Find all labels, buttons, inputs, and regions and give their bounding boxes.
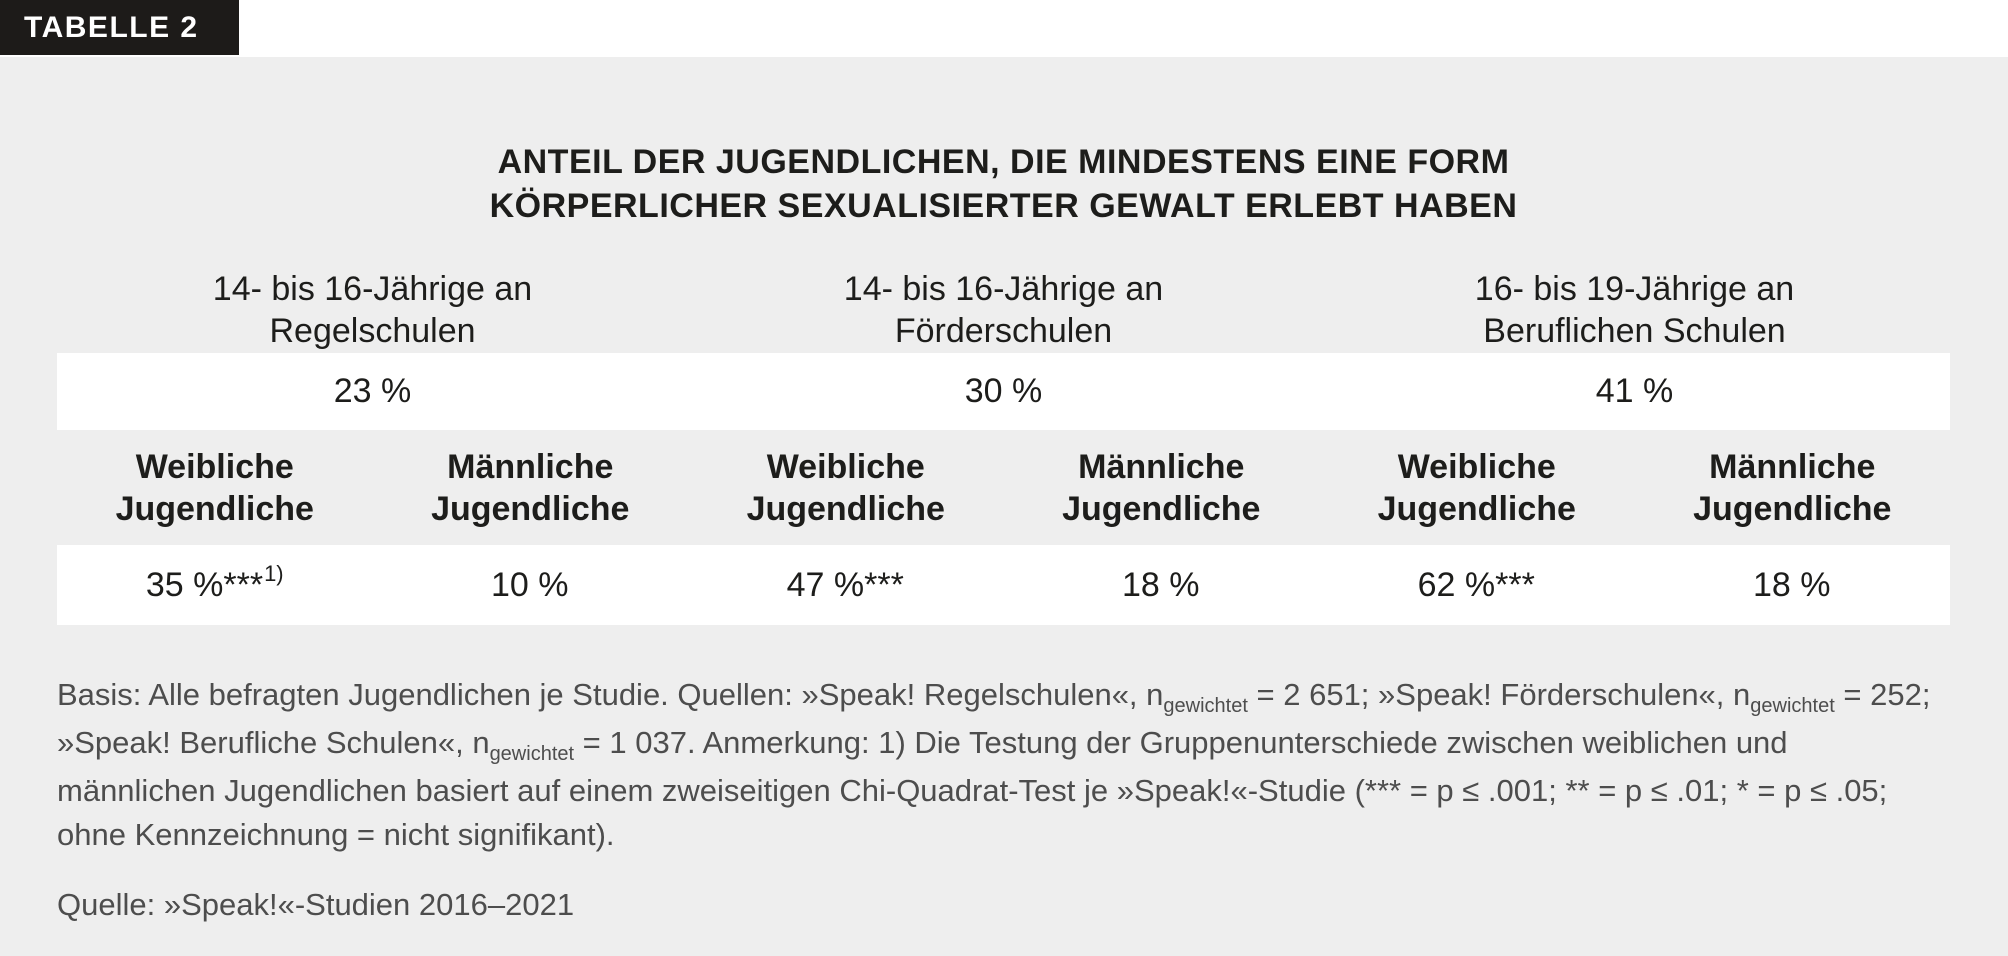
gender-header-line1: Weibliche [135, 447, 294, 486]
top-bar: TABELLE 2 [0, 0, 2008, 57]
gender-header-cell: Weibliche Jugendliche [57, 430, 373, 545]
gender-header-cell: Männliche Jugendliche [1004, 430, 1320, 545]
group-header-foerderschulen: 14- bis 16-Jährige an Förderschulen [688, 266, 1319, 353]
footnote-subscript: gewichtet [1163, 695, 1248, 717]
source-line: Quelle: »Speak!«-Studien 2016–2021 [57, 887, 575, 922]
group-header-line2: Förderschulen [894, 311, 1113, 350]
value-text: 18 % [1753, 565, 1831, 604]
value-footnote-marker: 1) [264, 561, 284, 586]
group-header-line2: Regelschulen [269, 311, 476, 350]
gender-header-line1: Männliche [1709, 447, 1876, 486]
gender-header-line1: Weibliche [766, 447, 925, 486]
footnote-subscript: gewichtet [1750, 695, 1835, 717]
footnote-text: Basis: Alle befragten Jugendlichen je St… [57, 677, 1164, 712]
value-text: 47 %*** [786, 565, 904, 604]
gender-header-line2: Jugendliche [115, 489, 314, 528]
gender-header-cell: Weibliche Jugendliche [1319, 430, 1635, 545]
group-header-line1: 16- bis 19-Jährige an [1474, 269, 1795, 308]
gender-header-line2: Jugendliche [1377, 489, 1576, 528]
data-table: 14- bis 16-Jährige an Regelschulen 14- b… [57, 266, 1950, 625]
gender-header-line1: Männliche [1078, 447, 1245, 486]
gender-header-line2: Jugendliche [1693, 489, 1892, 528]
value-cell: 18 % [1003, 545, 1319, 625]
table-title-line1: ANTEIL DER JUGENDLICHEN, DIE MINDESTENS … [497, 143, 1510, 181]
footnote-text: = 2 651; »Speak! Förderschulen«, n [1247, 677, 1751, 712]
value-text: 35 %*** [145, 565, 264, 604]
group-header-line1: 14- bis 16-Jährige an [212, 269, 533, 308]
value-text: 62 %*** [1417, 565, 1535, 604]
gender-header-line2: Jugendliche [1062, 489, 1261, 528]
gender-header-line1: Weibliche [1397, 447, 1556, 486]
table-title-line2: KÖRPERLICHER SEXUALISIERTER GEWALT ERLEB… [489, 187, 1518, 225]
total-cell-foerderschulen: 30 % [688, 353, 1319, 430]
value-cell: 10 % [372, 545, 688, 625]
table-title: ANTEIL DER JUGENDLICHEN, DIE MINDESTENS … [57, 57, 1950, 228]
gender-header-line1: Männliche [447, 447, 614, 486]
value-cell: 35 %*** 1) [57, 545, 373, 625]
gender-header-cell: Weibliche Jugendliche [688, 430, 1004, 545]
footnote-subscript: gewichtet [489, 743, 575, 765]
gender-header-cell: Männliche Jugendliche [373, 430, 689, 545]
total-cell-regelschulen: 23 % [57, 353, 688, 430]
gender-header-line2: Jugendliche [431, 489, 630, 528]
footnote-text: = 252; »Speak! Berufliche Schulen«, n [57, 677, 1931, 760]
gender-header-cell: Männliche Jugendliche [1635, 430, 1951, 545]
value-cell: 62 %*** [1319, 545, 1635, 625]
table-number-badge: TABELLE 2 [0, 0, 239, 55]
group-header-line1: 14- bis 16-Jährige an [843, 269, 1164, 308]
group-header-line2: Beruflichen Schulen [1483, 311, 1786, 350]
gender-header-line2: Jugendliche [746, 489, 945, 528]
value-text: 18 % [1122, 565, 1200, 604]
value-text: 10 % [491, 565, 569, 604]
group-header-berufliche-schulen: 16- bis 19-Jährige an Beruflichen Schule… [1319, 266, 1950, 353]
footnote-text: = 1 037. Anmerkung: 1) Die Testung der G… [57, 725, 1888, 852]
table-footnote: Basis: Alle befragten Jugendlichen je St… [57, 673, 1950, 857]
value-cell: 47 %*** [688, 545, 1004, 625]
value-cell: 18 % [1634, 545, 1950, 625]
table-sheet: ANTEIL DER JUGENDLICHEN, DIE MINDESTENS … [0, 57, 2008, 956]
group-header-regelschulen: 14- bis 16-Jährige an Regelschulen [57, 266, 688, 353]
total-cell-berufliche-schulen: 41 % [1319, 353, 1950, 430]
